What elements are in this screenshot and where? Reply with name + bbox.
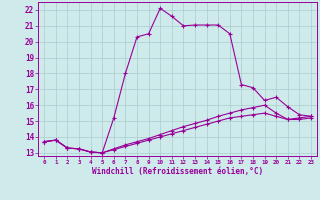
X-axis label: Windchill (Refroidissement éolien,°C): Windchill (Refroidissement éolien,°C) [92, 167, 263, 176]
